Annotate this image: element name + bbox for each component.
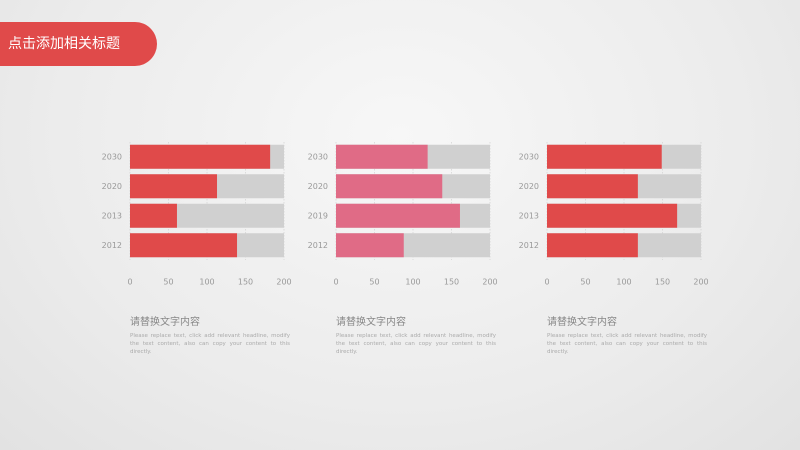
- x-tick-label: 50: [163, 278, 173, 287]
- y-tick-label: 2020: [308, 182, 328, 191]
- bar: [130, 144, 271, 169]
- x-tick-label: 150: [444, 278, 459, 287]
- y-tick-label: 2013: [102, 211, 122, 220]
- caption-heading: 请替换文字内容: [547, 317, 617, 328]
- caption: 请替换文字内容 Please replace text, click add re…: [336, 313, 496, 356]
- x-tick-label: 200: [482, 278, 497, 287]
- x-tick-label: 150: [238, 278, 253, 287]
- x-tick-label: 200: [276, 278, 291, 287]
- bar: [336, 203, 460, 228]
- bar: [547, 203, 678, 228]
- caption-heading: 请替换文字内容: [336, 317, 406, 328]
- y-tick-label: 2012: [102, 241, 122, 250]
- x-tick-label: 0: [544, 278, 549, 287]
- x-tick-label: 50: [580, 278, 590, 287]
- x-tick-label: 100: [405, 278, 420, 287]
- x-tick-label: 0: [333, 278, 338, 287]
- y-tick-label: 2030: [308, 152, 328, 161]
- y-tick-label: 2019: [308, 211, 328, 220]
- y-tick-label: 2030: [102, 152, 122, 161]
- bar: [130, 233, 238, 258]
- bar: [547, 144, 662, 169]
- x-tick-label: 150: [655, 278, 670, 287]
- caption-body: Please replace text, click add relevant …: [547, 333, 707, 355]
- y-tick-label: 2020: [519, 182, 539, 191]
- y-tick-label: 2012: [519, 241, 539, 250]
- bar: [336, 144, 428, 169]
- slide-title: 点击添加相关标题: [0, 22, 157, 66]
- y-tick-label: 2012: [308, 241, 328, 250]
- caption: 请替换文字内容 Please replace text, click add re…: [547, 313, 707, 356]
- x-tick-label: 200: [693, 278, 708, 287]
- caption-body: Please replace text, click add relevant …: [130, 333, 290, 355]
- bar: [547, 233, 638, 258]
- y-tick-label: 2013: [519, 211, 539, 220]
- x-tick-label: 0: [127, 278, 132, 287]
- x-tick-label: 100: [616, 278, 631, 287]
- bar: [336, 174, 443, 199]
- y-tick-label: 2030: [519, 152, 539, 161]
- bar: [336, 233, 404, 258]
- bar: [130, 174, 218, 199]
- bar: [547, 174, 638, 199]
- x-tick-label: 50: [369, 278, 379, 287]
- x-tick-label: 100: [199, 278, 214, 287]
- caption-body: Please replace text, click add relevant …: [336, 333, 496, 355]
- bar: [130, 203, 177, 228]
- caption-heading: 请替换文字内容: [130, 317, 200, 328]
- y-tick-label: 2020: [102, 182, 122, 191]
- caption: 请替换文字内容 Please replace text, click add re…: [130, 313, 290, 356]
